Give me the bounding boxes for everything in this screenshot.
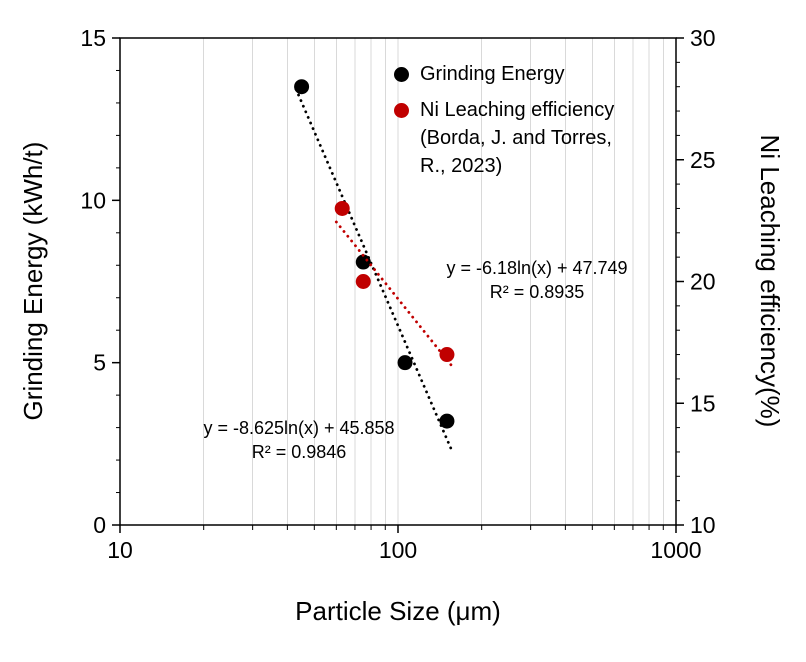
y-left-tick-label: 0: [93, 512, 106, 538]
data-point: [294, 79, 310, 95]
legend-item-ni-leaching: Ni Leaching efficiency (Borda, J. and To…: [394, 96, 652, 180]
y-right-tick-label: 25: [690, 147, 716, 173]
y-left-tick-label: 5: [93, 350, 106, 376]
equation-text: y = -6.18ln(x) + 47.749: [446, 258, 628, 278]
y-right-tick-label: 20: [690, 269, 716, 295]
y-axis-left-title: Grinding Energy (kWh/t): [18, 141, 48, 421]
equation-text: y = -8.625ln(x) + 45.858: [203, 418, 395, 438]
y-left-tick-label: 15: [80, 25, 106, 51]
y-left-tick-label: 10: [80, 187, 106, 213]
trendline-series-1: [334, 220, 455, 370]
legend-item-grinding-energy: Grinding Energy: [394, 60, 652, 88]
legend-marker-circle-black: [394, 67, 409, 82]
data-point: [334, 200, 350, 216]
y-axis-right-ticks: 10 15 20 25 30: [676, 25, 716, 538]
x-tick-label: 1000: [650, 537, 701, 563]
trendline-equation-ni-leaching: y = -6.18ln(x) + 47.749 R² = 0.8935: [420, 256, 654, 304]
data-points-series-1: [334, 200, 455, 363]
x-tick-label: 10: [107, 537, 133, 563]
legend-label: Grinding Energy: [420, 63, 565, 85]
x-axis-title: Particle Size (μm): [295, 596, 501, 626]
trendline-equation-grinding-energy: y = -8.625ln(x) + 45.858 R² = 0.9846: [182, 416, 416, 464]
y-axis-left-ticks: 0 5 10 15: [80, 25, 120, 538]
legend-label: Ni Leaching efficiency (Borda, J. and To…: [420, 99, 615, 177]
data-point: [355, 274, 371, 289]
r-squared-text: R² = 0.8935: [489, 282, 585, 302]
legend: Grinding Energy Ni Leaching efficiency (…: [394, 60, 652, 188]
legend-marker-circle-red: [394, 103, 409, 118]
data-point: [439, 347, 455, 363]
x-axis-ticks: 10 100 1000: [107, 525, 702, 563]
y-right-tick-label: 30: [690, 25, 716, 51]
data-point: [439, 413, 455, 429]
gridlines: [203, 38, 664, 525]
data-point: [397, 355, 413, 371]
data-points-series-0: [294, 79, 455, 429]
x-tick-label: 100: [379, 537, 417, 563]
r-squared-text: R² = 0.9846: [251, 442, 347, 462]
y-right-tick-label: 15: [690, 390, 716, 416]
y-right-tick-label: 10: [690, 512, 716, 538]
y-axis-right-title: Ni Leaching efficiency(%): [755, 134, 785, 428]
data-point: [355, 254, 371, 270]
